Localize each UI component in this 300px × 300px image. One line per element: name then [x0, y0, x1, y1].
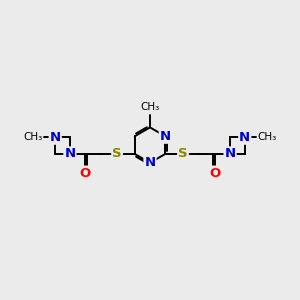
- Text: N: N: [64, 147, 76, 161]
- Text: O: O: [80, 167, 91, 180]
- Text: N: N: [160, 130, 171, 143]
- Text: N: N: [50, 131, 61, 144]
- Text: CH₃: CH₃: [257, 132, 276, 142]
- Text: N: N: [239, 131, 250, 144]
- Text: S: S: [178, 147, 188, 161]
- Text: S: S: [112, 147, 122, 161]
- Text: N: N: [224, 147, 236, 161]
- Text: CH₃: CH₃: [24, 132, 43, 142]
- Text: O: O: [209, 167, 220, 180]
- Text: CH₃: CH₃: [140, 102, 160, 112]
- Text: N: N: [144, 156, 156, 169]
